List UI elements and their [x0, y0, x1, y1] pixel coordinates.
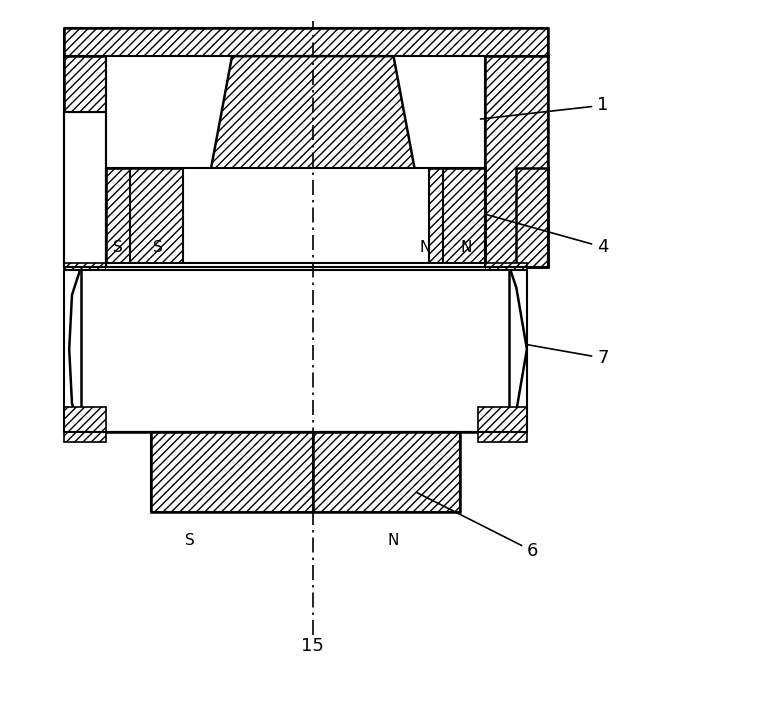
Bar — [152, 432, 313, 512]
Text: 4: 4 — [488, 215, 608, 256]
Text: 15: 15 — [301, 637, 324, 655]
Bar — [63, 263, 106, 270]
Bar — [478, 407, 527, 432]
Bar — [63, 56, 106, 267]
Bar — [63, 28, 548, 56]
Text: S: S — [154, 239, 163, 255]
Bar — [478, 432, 527, 442]
Bar — [485, 56, 548, 267]
Text: N: N — [460, 239, 472, 255]
Polygon shape — [211, 56, 414, 168]
Text: N: N — [388, 533, 399, 548]
Bar — [81, 267, 509, 432]
Bar — [485, 263, 527, 270]
Bar — [63, 407, 106, 432]
Bar — [516, 168, 548, 267]
Text: 6: 6 — [417, 493, 538, 560]
Text: S: S — [114, 239, 123, 255]
Bar — [106, 56, 485, 267]
Bar — [63, 112, 106, 267]
Bar — [106, 168, 485, 263]
Text: S: S — [185, 533, 195, 548]
Bar — [183, 168, 428, 263]
Text: 7: 7 — [526, 345, 608, 367]
Bar — [313, 432, 460, 512]
Text: 1: 1 — [481, 96, 608, 119]
Bar — [63, 432, 106, 442]
Bar — [106, 263, 485, 270]
Text: N: N — [420, 239, 431, 255]
